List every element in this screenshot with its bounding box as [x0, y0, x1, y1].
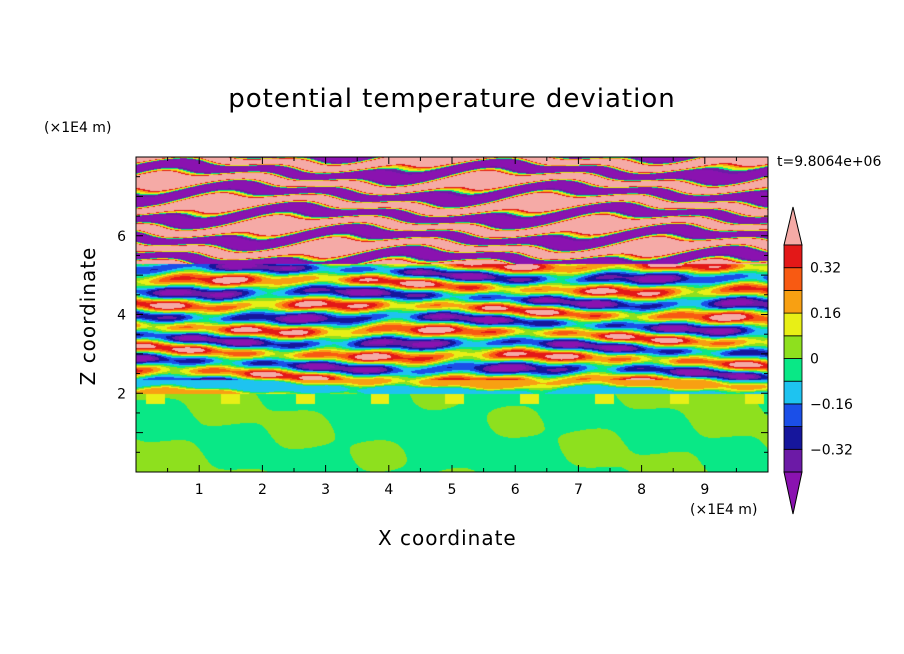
- x-axis-unit: (×1E4 m): [690, 502, 758, 518]
- colorbar-tick-label: 0: [810, 352, 819, 368]
- colorbar-upper-extend: [783, 206, 803, 246]
- x-tick-label: 3: [321, 482, 330, 498]
- colorbar-tick-label: −0.32: [810, 442, 853, 458]
- x-tick-label: 1: [195, 482, 204, 498]
- colorbar-swatch: [783, 289, 803, 314]
- colorbar-lower-extend: [783, 471, 803, 515]
- y-tick-label: 2: [117, 386, 126, 402]
- time-label: t=9.8064e+06: [777, 154, 882, 170]
- contour-field: [136, 157, 768, 472]
- colorbar-swatch: [783, 380, 803, 405]
- x-tick-label: 4: [384, 482, 393, 498]
- colorbar-tick-label: −0.16: [810, 397, 853, 413]
- x-tick-label: 6: [511, 482, 520, 498]
- y-tick-label: 6: [117, 229, 126, 245]
- x-tick-label: 2: [258, 482, 267, 498]
- x-tick-label: 5: [448, 482, 457, 498]
- y-tick-label: 4: [117, 308, 126, 324]
- x-tick-label: 8: [637, 482, 646, 498]
- colorbar-swatch: [783, 244, 803, 269]
- colorbar-swatch: [783, 403, 803, 427]
- colorbar-tick-label: 0.32: [810, 261, 841, 277]
- y-axis-unit: (×1E4 m): [44, 120, 112, 136]
- plot-frame: [135, 156, 769, 473]
- colorbar-swatch: [783, 312, 803, 337]
- x-tick-label: 9: [700, 482, 709, 498]
- colorbar-swatch: [783, 335, 803, 359]
- colorbar-swatch: [783, 267, 803, 291]
- colorbar-swatch: [783, 426, 803, 450]
- x-tick-label: 7: [574, 482, 583, 498]
- colorbar-swatch: [783, 358, 803, 382]
- colorbar-swatch: [783, 448, 803, 473]
- chart-title: potential temperature deviation: [228, 84, 676, 114]
- x-axis-label: X coordinate: [378, 526, 517, 550]
- colorbar-tick-label: 0.16: [810, 306, 841, 322]
